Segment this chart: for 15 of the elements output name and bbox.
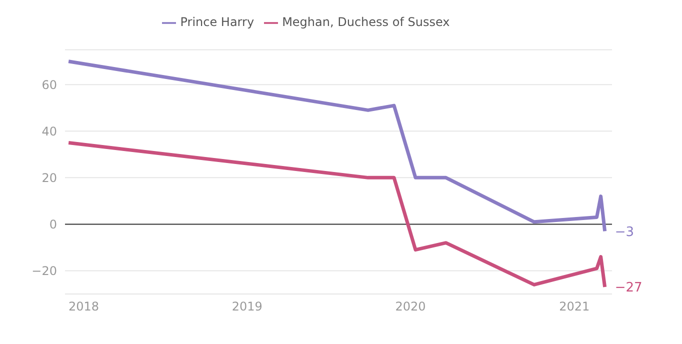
x-tick-label: 2021: [559, 300, 590, 314]
y-tick-label: 20: [42, 170, 57, 185]
y-tick-label: 40: [42, 124, 57, 138]
legend-label: Prince Harry: [180, 15, 254, 29]
x-tick-label: 2018: [68, 300, 100, 314]
line-series: [66, 141, 607, 289]
legend-label: Meghan, Duchess of Sussex: [282, 15, 450, 29]
y-tick-label: 0: [49, 217, 57, 232]
annotation: −3: [614, 224, 634, 240]
line-series: [66, 60, 607, 233]
y-tick-label: −20: [32, 264, 57, 278]
x-tick-label: 2020: [395, 300, 426, 314]
y-tick-label: 60: [42, 78, 57, 92]
x-tick-label: 2019: [232, 300, 262, 314]
annotation: −27: [614, 280, 642, 296]
